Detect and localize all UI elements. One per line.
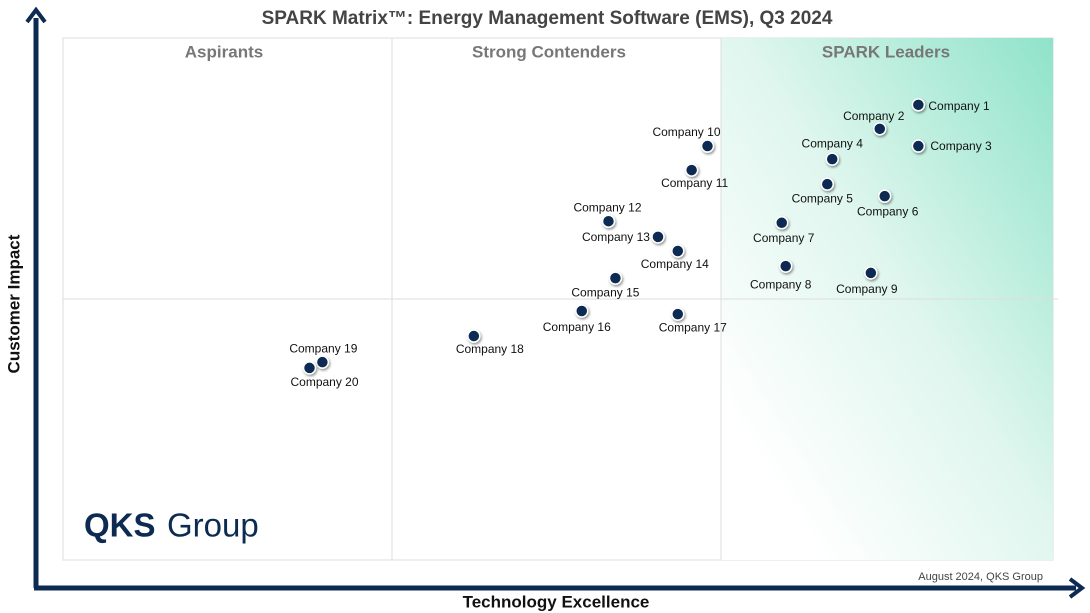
point [911,139,926,153]
point-label: Company 11 [661,176,728,190]
logo: QKS [84,507,156,544]
point [778,259,793,273]
quadrant-label: SPARK Leaders [822,42,950,61]
point-label: Company 2 [843,109,905,123]
point [467,329,481,343]
point [825,152,839,166]
point-label: Company 15 [571,285,639,299]
footnote: August 2024, QKS Group [918,571,1043,583]
point [302,361,317,375]
point-label: Company 6 [857,204,919,218]
point-label: Company 13 [582,230,650,244]
chart-title: SPARK Matrix™: Energy Management Softwar… [262,8,833,29]
point [911,98,926,112]
logo: Group [167,507,259,544]
x-axis-label: Technology Excellence [463,592,650,611]
point-label: Company 9 [836,282,898,296]
quadrant-label: Aspirants [185,42,263,61]
point [820,177,835,191]
quadrant-label: Strong Contenders [472,42,626,61]
point-label: Company 12 [573,200,641,214]
y-axis-label: Customer Impact [4,234,23,373]
arrow [1068,577,1086,599]
point [608,271,623,285]
point-label: Company 4 [802,136,864,150]
point [877,189,892,203]
point [575,304,589,318]
point [671,244,685,258]
point-label: Company 1 [928,99,990,113]
point-label: Company 18 [456,342,524,356]
point [601,214,616,228]
point [684,163,699,177]
point-label: Company 7 [753,231,815,245]
point-label: Company 20 [290,375,358,389]
point [774,216,789,230]
point-label: Company 8 [750,277,812,291]
point-label: Company 16 [543,320,611,334]
point-label: Company 17 [659,320,727,334]
point [671,307,685,321]
point [700,139,715,153]
point [651,230,665,244]
arrow [25,6,47,24]
point [315,355,330,369]
point [864,266,878,280]
point [873,122,887,136]
point-label: Company 10 [652,125,720,139]
point-label: Company 3 [930,139,992,153]
point-label: Company 14 [641,257,709,271]
point-label: Company 19 [289,341,357,355]
point-label: Company 5 [792,191,854,205]
